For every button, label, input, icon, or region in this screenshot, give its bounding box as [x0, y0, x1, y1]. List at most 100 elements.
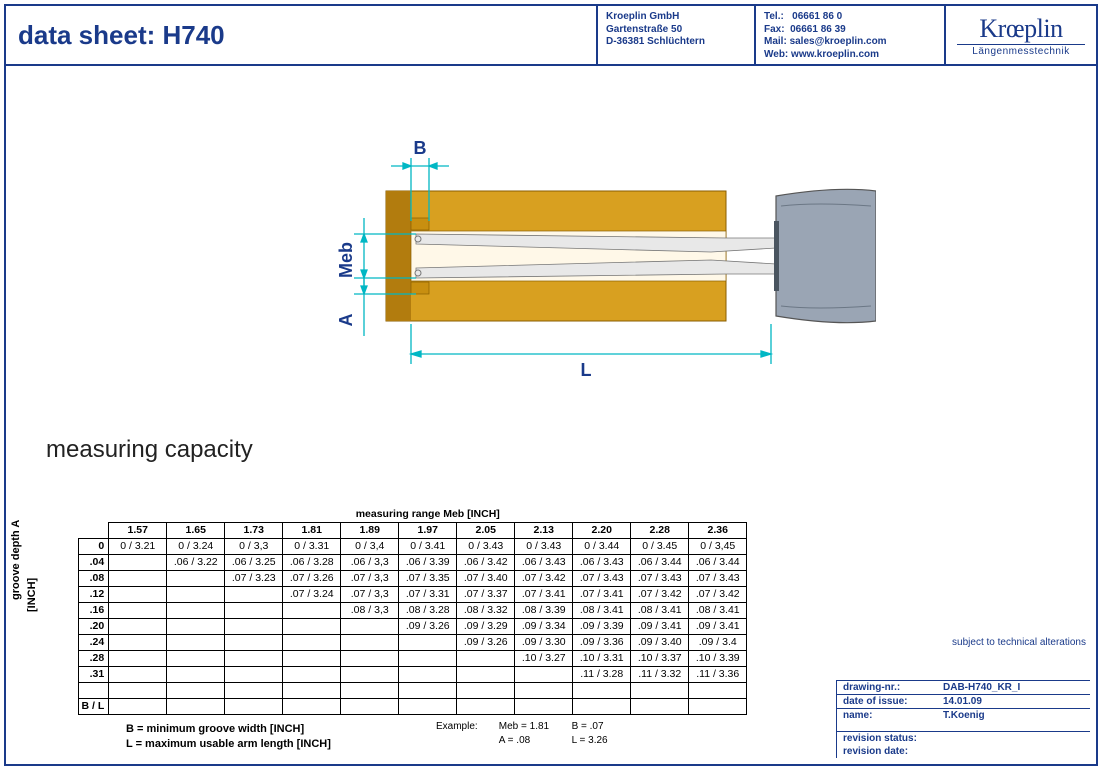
table-cell: [225, 634, 283, 650]
range-header: measuring range Meb [INCH]: [109, 506, 747, 522]
contact-block: Tel.: 06661 86 0 Fax: 06661 86 39 Mail: …: [756, 6, 946, 64]
row-header: .24: [78, 634, 109, 650]
col-header: 1.73: [225, 522, 283, 538]
table-cell: .07 / 3.42: [515, 570, 573, 586]
table-cell: .09 / 3.29: [457, 618, 515, 634]
section-title: measuring capacity: [46, 436, 253, 464]
table-cell: [109, 602, 167, 618]
table-cell: .07 / 3,3: [341, 586, 399, 602]
table-cell: .07 / 3.24: [283, 586, 341, 602]
table-cell: .07 / 3.42: [631, 586, 689, 602]
table-cell: [399, 650, 457, 666]
table-cell: [283, 602, 341, 618]
table-cell: .09 / 3.40: [631, 634, 689, 650]
table-cell: [167, 602, 225, 618]
table-cell: 0 / 3,3: [225, 538, 283, 554]
col-header: 2.05: [457, 522, 515, 538]
row-header: .12: [78, 586, 109, 602]
row-header: .20: [78, 618, 109, 634]
legend: B = minimum groove width [INCH] L = maxi…: [126, 722, 331, 753]
logo-sub: Längenmesstechnik: [957, 44, 1085, 57]
table-cell: .06 / 3.42: [457, 554, 515, 570]
table-cell: [283, 634, 341, 650]
company-city: D-36381 Schlüchtern: [606, 36, 746, 49]
table-cell: .06 / 3.39: [399, 554, 457, 570]
table-cell: .10 / 3.37: [631, 650, 689, 666]
table-cell: [283, 618, 341, 634]
company-name: Kroeplin GmbH: [606, 11, 746, 24]
table-cell: [457, 650, 515, 666]
table-cell: .06 / 3,3: [341, 554, 399, 570]
table-cell: [109, 650, 167, 666]
table-cell: .08 / 3.28: [399, 602, 457, 618]
company-block: Kroeplin GmbH Gartenstraße 50 D-36381 Sc…: [598, 6, 756, 64]
table-cell: [109, 634, 167, 650]
legend-b: B = minimum groove width [INCH]: [126, 722, 331, 737]
table-cell: .07 / 3.41: [515, 586, 573, 602]
row-header: .31: [78, 666, 109, 682]
sheet-title: data sheet: H740: [6, 6, 598, 64]
table-cell: 0 / 3.45: [631, 538, 689, 554]
table-cell: [225, 618, 283, 634]
table-cell: .09 / 3.36: [573, 634, 631, 650]
col-header: 1.65: [167, 522, 225, 538]
table-cell: .07 / 3.35: [399, 570, 457, 586]
row-header: .08: [78, 570, 109, 586]
table-cell: [109, 586, 167, 602]
col-header: 2.13: [515, 522, 573, 538]
table-cell: 0 / 3.31: [283, 538, 341, 554]
table-cell: [167, 618, 225, 634]
col-header: 2.36: [689, 522, 747, 538]
dim-label-b: B: [414, 138, 427, 158]
table-cell: .07 / 3.43: [573, 570, 631, 586]
table-cell: [109, 570, 167, 586]
table-cell: .09 / 3.34: [515, 618, 573, 634]
table-cell: [341, 666, 399, 682]
dim-label-meb: Meb: [336, 242, 356, 278]
table-cell: [109, 666, 167, 682]
table-cell: .09 / 3.4: [689, 634, 747, 650]
col-header: 1.57: [109, 522, 167, 538]
example-block: Example: Meb = 1.81 B = .07 A = .08 L = …: [436, 720, 642, 748]
col-header: 2.20: [573, 522, 631, 538]
table-cell: [109, 554, 167, 570]
table-cell: 0 / 3.24: [167, 538, 225, 554]
table-cell: .08 / 3.41: [689, 602, 747, 618]
table-cell: .06 / 3.22: [167, 554, 225, 570]
table-cell: [457, 666, 515, 682]
header: data sheet: H740 Kroeplin GmbH Gartenstr…: [6, 6, 1096, 66]
table-cell: .06 / 3.43: [515, 554, 573, 570]
table-cell: .11 / 3.32: [631, 666, 689, 682]
table-cell: .08 / 3.32: [457, 602, 515, 618]
table-cell: .07 / 3.43: [631, 570, 689, 586]
footer-row-label: B / L: [78, 698, 109, 714]
table-cell: [167, 570, 225, 586]
table-cell: [109, 618, 167, 634]
table-cell: .09 / 3.26: [457, 634, 515, 650]
logo-main: Krœplin: [979, 14, 1062, 44]
table-cell: .09 / 3.39: [573, 618, 631, 634]
col-header: 1.89: [341, 522, 399, 538]
row-header: 0: [78, 538, 109, 554]
table-cell: [341, 650, 399, 666]
col-header: 1.97: [399, 522, 457, 538]
row-header: .04: [78, 554, 109, 570]
table-cell: 0 / 3.44: [573, 538, 631, 554]
footer-note: subject to technical alterations: [952, 637, 1086, 648]
table-cell: .06 / 3.28: [283, 554, 341, 570]
table-cell: .06 / 3.25: [225, 554, 283, 570]
table-cell: .09 / 3.41: [689, 618, 747, 634]
table-cell: .10 / 3.39: [689, 650, 747, 666]
table-cell: .07 / 3.41: [573, 586, 631, 602]
table-cell: .07 / 3.42: [689, 586, 747, 602]
logo-block: Krœplin Längenmesstechnik: [946, 6, 1096, 64]
table-cell: .06 / 3.44: [689, 554, 747, 570]
table-cell: [167, 634, 225, 650]
col-header: 2.28: [631, 522, 689, 538]
dim-label-a: A: [336, 314, 356, 327]
table-cell: .08 / 3.41: [631, 602, 689, 618]
dim-label-l: L: [581, 360, 592, 380]
table-cell: [225, 666, 283, 682]
table-cell: [225, 650, 283, 666]
table-cell: [399, 666, 457, 682]
